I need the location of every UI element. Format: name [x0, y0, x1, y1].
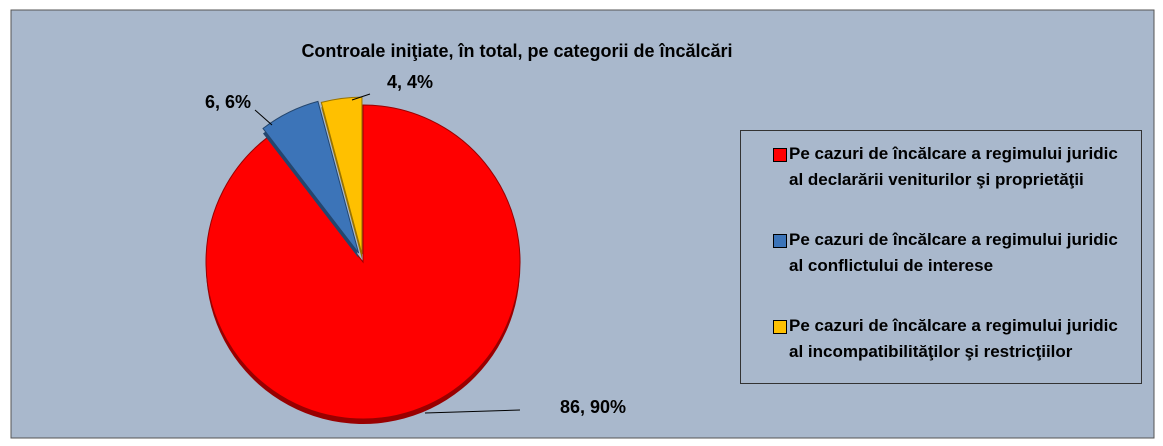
- legend-entry: Pe cazuri de încălcare a regimului jurid…: [773, 141, 1129, 227]
- legend-swatch: [773, 148, 787, 162]
- chart-title: Controale iniţiate, în total, pe categor…: [301, 41, 732, 61]
- legend: Pe cazuri de încălcare a regimului jurid…: [740, 130, 1142, 384]
- leader-line: [254, 109, 273, 126]
- pie-slice: [262, 100, 360, 254]
- legend-label: Pe cazuri de încălcare a regimului jurid…: [789, 316, 1118, 361]
- legend-swatch: [773, 234, 787, 248]
- data-label: 86, 90%: [560, 397, 626, 417]
- leader-line: [424, 409, 521, 414]
- data-label: 6, 6%: [205, 92, 251, 112]
- legend-entry: Pe cazuri de încălcare a regimului jurid…: [773, 313, 1129, 399]
- legend-swatch: [773, 320, 787, 334]
- chart-background: [10, 9, 1155, 439]
- leader-line: [351, 93, 371, 101]
- data-label: 4, 4%: [387, 72, 433, 92]
- legend-label: Pe cazuri de încălcare a regimului jurid…: [789, 230, 1118, 275]
- legend-label: Pe cazuri de încălcare a regimului jurid…: [789, 144, 1118, 189]
- pie-slice: [205, 104, 521, 420]
- legend-entry: Pe cazuri de încălcare a regimului jurid…: [773, 227, 1129, 313]
